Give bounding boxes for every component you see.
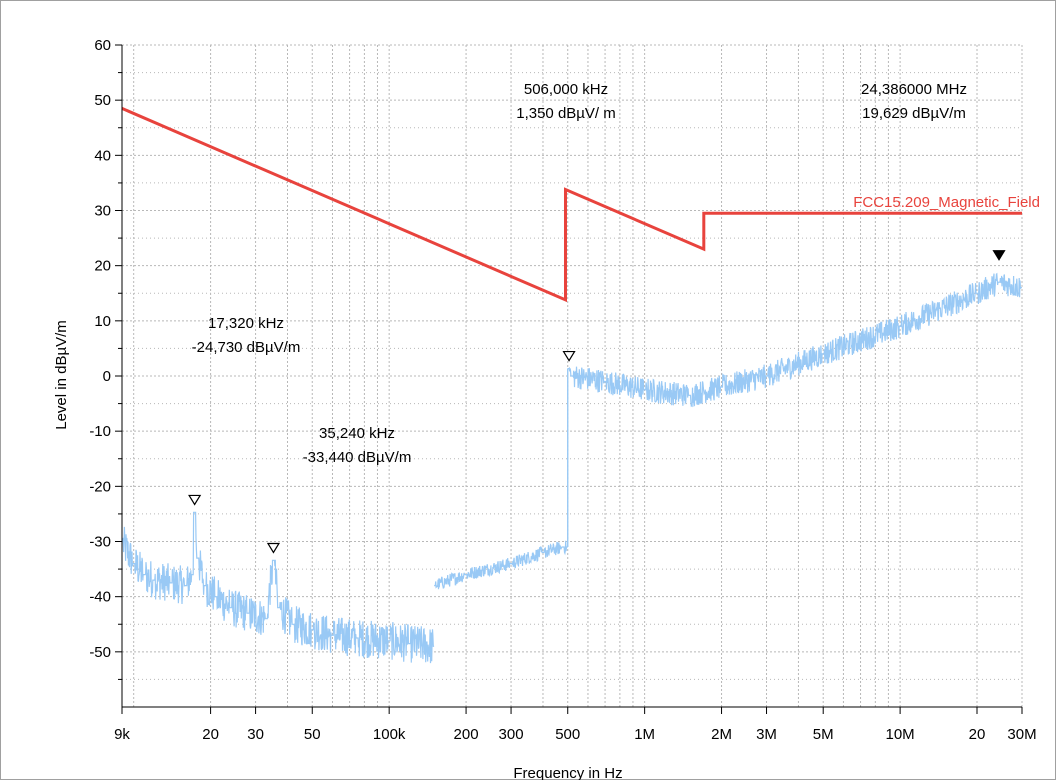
annotation-freq-2: 24,386000 MHz xyxy=(861,81,967,98)
y-tick-label: 20 xyxy=(94,258,111,275)
limit-layer xyxy=(121,107,1022,303)
y-tick-label: 40 xyxy=(94,147,111,164)
x-tick-label: 200 xyxy=(454,726,479,743)
x-tick-label: 50 xyxy=(304,726,321,743)
annotation-freq-4: 35,240 kHz xyxy=(319,425,395,442)
y-tick-label: -20 xyxy=(89,478,111,495)
x-tick-label: 300 xyxy=(499,726,524,743)
limit-line-label: FCC15.209_Magnetic_Field xyxy=(853,194,1040,211)
x-tick-label: 30 xyxy=(247,726,264,743)
x-tick-label: 20 xyxy=(202,726,219,743)
x-tick-label: 9k xyxy=(114,726,130,743)
measurement-layer xyxy=(122,272,1022,664)
peak-marker xyxy=(562,350,576,362)
x-tick-label: 500 xyxy=(555,726,580,743)
axis-layer: 60 50 40 30 20 10 0 -10 -20 -30 -40 -50 9k 20 30 50 100k… xyxy=(89,37,1036,743)
y-axis-title: Level in dBµV/m xyxy=(53,320,70,430)
peak-marker xyxy=(992,250,1006,261)
y-tick-label: 60 xyxy=(94,37,111,54)
y-tick-label: 30 xyxy=(94,203,111,220)
y-tick-label: 0 xyxy=(103,368,111,385)
x-tick-label: 20 xyxy=(969,726,986,743)
x-tick-label: 5M xyxy=(813,726,834,743)
measurement-trace-segment xyxy=(567,272,1022,408)
measurement-trace-segment xyxy=(434,540,568,590)
y-tick-label: -40 xyxy=(89,589,111,606)
annotation-freq-1: 506,000 kHz xyxy=(524,81,608,98)
peak-marker xyxy=(266,542,281,554)
y-tick-label: -30 xyxy=(89,534,111,551)
measurement-trace-segment xyxy=(122,511,435,664)
y-tick-label: -50 xyxy=(89,644,111,661)
y-tick-label: -10 xyxy=(89,423,111,440)
annotation-freq-3: 17,320 kHz xyxy=(208,315,284,332)
peak-marker xyxy=(188,494,202,506)
annotation-level-4: -33,440 dBµV/m xyxy=(303,449,412,466)
y-tick-label: 50 xyxy=(94,92,111,109)
x-axis-title: Frequency in Hz xyxy=(513,765,622,780)
marker-layer xyxy=(188,250,1006,554)
x-tick-label: 100k xyxy=(373,726,406,743)
annotation-level-1: 1,350 dBµV/ m xyxy=(516,105,616,122)
x-tick-label: 3M xyxy=(756,726,777,743)
x-tick-label: 30M xyxy=(1007,726,1036,743)
x-tick-label: 1M xyxy=(634,726,655,743)
x-tick-label: 2M xyxy=(711,726,732,743)
limit-line xyxy=(121,107,1022,303)
x-tick-label: 10M xyxy=(886,726,915,743)
annotation-level-3: -24,730 dBµV/m xyxy=(192,339,301,356)
y-tick-label: 10 xyxy=(94,313,111,330)
annotation-level-2: 19,629 dBµV/m xyxy=(862,105,966,122)
